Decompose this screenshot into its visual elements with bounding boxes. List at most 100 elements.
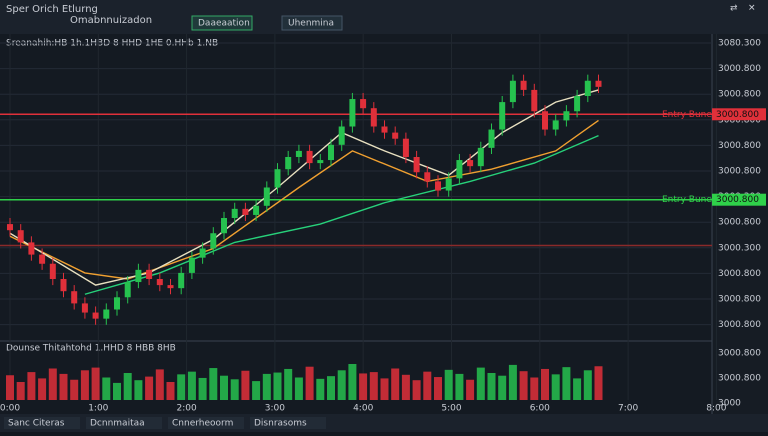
- candle-body: [370, 108, 377, 127]
- volume-bar: [230, 379, 239, 400]
- volume-bar: [412, 380, 421, 400]
- indicator-line: [9, 119, 599, 280]
- volume-bar: [562, 367, 571, 400]
- time-label: 2:00: [176, 404, 196, 414]
- volume-bar: [455, 373, 464, 400]
- volume-bar: [519, 371, 528, 400]
- candle-body: [445, 178, 452, 191]
- status-text[interactable]: Disnrasoms: [254, 419, 307, 429]
- price-label: 3080.300: [718, 39, 761, 49]
- volume-label: 3000.800: [718, 349, 761, 359]
- candle-body: [92, 312, 99, 319]
- volume-bar: [16, 382, 25, 400]
- volume-bar: [134, 380, 143, 400]
- volume-title: Dounse Thitahtohd 1.HHD 8 HBB 8HB: [6, 344, 176, 354]
- tab-button[interactable]: [281, 15, 343, 31]
- candle-body: [424, 172, 431, 182]
- volume-bar: [220, 375, 228, 400]
- volume-bar: [573, 378, 582, 400]
- candle-body: [477, 147, 484, 167]
- volume-bar: [241, 370, 250, 400]
- candle-body: [253, 205, 260, 215]
- volume-bar: [487, 373, 496, 400]
- candle-body: [28, 242, 35, 255]
- volume-bar: [594, 366, 603, 400]
- price-label: 3000.800: [718, 90, 761, 100]
- price-label: 3000.800: [718, 295, 761, 305]
- status-tab[interactable]: [86, 417, 162, 429]
- candle-body: [509, 80, 516, 103]
- volume-bar: [80, 370, 89, 400]
- candle-body: [542, 111, 548, 130]
- price-label: 3000.800: [718, 64, 761, 74]
- volume-bar: [166, 382, 175, 400]
- candle-body: [552, 120, 559, 130]
- candle-body: [574, 96, 581, 112]
- window-control[interactable]: ✕: [748, 4, 756, 14]
- candle-body: [71, 291, 78, 304]
- volume-bar: [348, 364, 357, 400]
- candle-body: [435, 181, 441, 191]
- indicator-line: [84, 135, 599, 295]
- candle-body: [413, 157, 420, 173]
- candle-body: [210, 233, 217, 249]
- volume-bar: [466, 379, 475, 400]
- tab-button[interactable]: [191, 15, 253, 31]
- volume-bar: [327, 376, 335, 400]
- time-label: 8:00: [706, 404, 726, 414]
- candle-body: [349, 99, 356, 127]
- level-label: Entry Bune: [662, 195, 712, 205]
- candle-body: [520, 80, 527, 90]
- candle-body: [392, 132, 399, 139]
- candle-body: [114, 297, 120, 310]
- candle-body: [7, 224, 13, 231]
- candle-body: [39, 254, 46, 264]
- time-label: 4:00: [353, 404, 373, 414]
- candle-body: [188, 257, 195, 273]
- candle-body: [285, 157, 292, 170]
- tab-label[interactable]: Daaeaation: [198, 19, 250, 29]
- volume-bar: [541, 368, 549, 400]
- volume-bar: [476, 367, 485, 400]
- status-text[interactable]: Cnnerheoorm: [172, 419, 233, 429]
- window-control[interactable]: ⇄: [730, 4, 738, 14]
- status-tab[interactable]: [4, 417, 80, 429]
- volume-bar: [401, 374, 410, 400]
- candle-body: [328, 144, 334, 161]
- volume-bar: [508, 364, 517, 400]
- time-label: 7:00: [618, 404, 638, 414]
- volume-bar: [391, 368, 400, 400]
- volume-bar: [6, 375, 14, 400]
- status-tab[interactable]: [250, 417, 326, 429]
- volume-bar: [209, 368, 218, 400]
- candle-body: [274, 169, 281, 188]
- candle-body: [231, 208, 238, 218]
- price-axis: [712, 34, 768, 414]
- volume-bar: [102, 377, 111, 400]
- candle-body: [584, 80, 591, 96]
- candle-body: [156, 279, 163, 286]
- candle-body: [295, 150, 302, 157]
- volume-bar: [369, 372, 378, 400]
- volume-bar: [273, 372, 282, 400]
- time-label: 0:00: [0, 404, 20, 414]
- price-label: 3000.800: [718, 167, 761, 177]
- toolbar: [0, 0, 768, 34]
- status-text[interactable]: Sanc Citeras: [8, 419, 65, 429]
- volume-bar: [27, 372, 36, 400]
- volume-bar: [423, 371, 432, 400]
- volume-bar: [155, 369, 164, 400]
- candle-body: [263, 187, 270, 206]
- level-tag-text: 3000.800: [716, 110, 759, 120]
- price-label: 3000.300: [718, 243, 761, 253]
- status-text[interactable]: Dcnnmaitaa: [90, 419, 145, 429]
- volume-bar: [359, 373, 368, 400]
- volume-bar: [48, 368, 57, 400]
- volume-bar: [252, 381, 261, 400]
- tab-label[interactable]: Uhenmina: [288, 19, 334, 29]
- status-tab[interactable]: [168, 417, 244, 429]
- volume-bar: [530, 377, 539, 400]
- app-subtitle: Omabnnuizadon: [70, 15, 152, 26]
